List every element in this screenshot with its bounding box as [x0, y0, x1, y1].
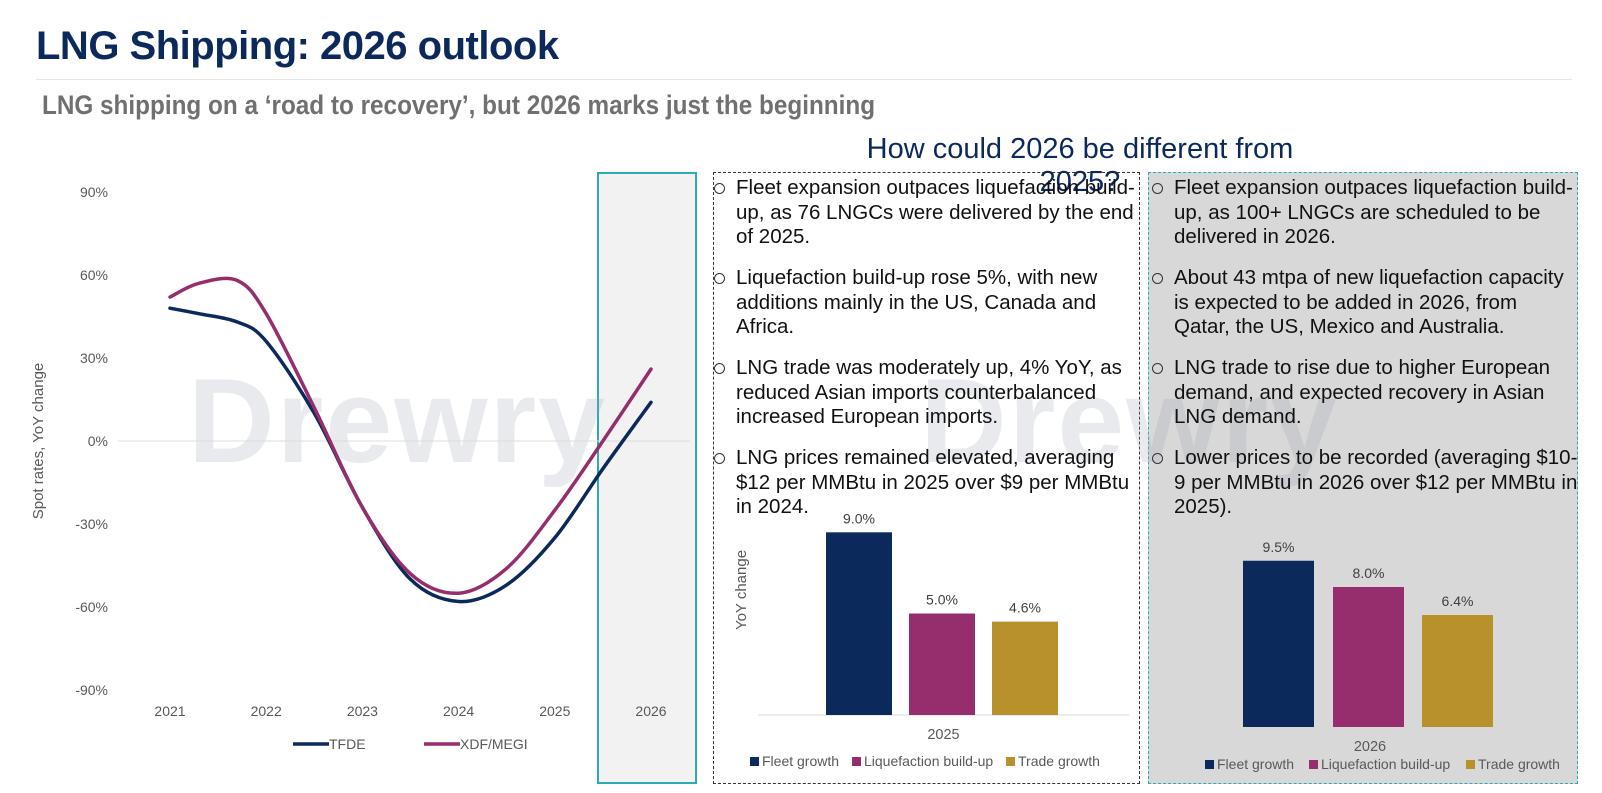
x-tick-label: 2022: [251, 703, 282, 719]
bullet-text: Lower prices to be recorded (averaging $…: [1174, 446, 1578, 518]
circle-bullet-icon: [1152, 453, 1163, 464]
legend-label: Liquefaction build-up: [864, 753, 993, 769]
x-category-label: 2026: [1354, 739, 1386, 755]
legend-label: Liquefaction build-up: [1321, 756, 1450, 772]
y-tick-label: -90%: [75, 682, 108, 698]
bullet-text: LNG prices remained elevated, averaging …: [736, 446, 1130, 518]
panel-2025-frame: [713, 172, 1140, 784]
legend-swatch: [852, 757, 861, 766]
bullet-item: LNG prices remained elevated, averaging …: [714, 446, 1144, 520]
y-tick-label: 90%: [80, 184, 108, 200]
bullet-item: LNG trade was moderately up, 4% YoY, as …: [714, 356, 1144, 430]
bullet-item: About 43 mtpa of new liquefaction capaci…: [1152, 266, 1578, 340]
data-label: 9.5%: [1263, 539, 1295, 555]
section-question: How could 2026 be different from 2025?: [866, 133, 1294, 198]
bullet-item: Lower prices to be recorded (averaging $…: [1152, 446, 1578, 520]
bar-liquefaction-build-up: [909, 613, 975, 715]
title-divider: [36, 79, 1572, 80]
page-title: LNG Shipping: 2026 outlook: [36, 24, 559, 68]
y-tick-label: 0%: [88, 433, 108, 449]
x-tick-label: 2024: [443, 703, 474, 719]
forecast-2026-highlight: [597, 172, 697, 784]
data-label: 8.0%: [1353, 565, 1385, 581]
bar-trade-growth: [1422, 615, 1493, 727]
legend-label: XDF/MEGI: [460, 736, 528, 752]
bullet-item: LNG trade to rise due to higher European…: [1152, 356, 1578, 430]
circle-bullet-icon: [714, 273, 725, 284]
series-line-xdf-megi: [168, 276, 653, 595]
x-tick-label: 2021: [154, 703, 185, 719]
circle-bullet-icon: [714, 363, 725, 374]
x-category-label: 2025: [927, 727, 959, 743]
circle-bullet-icon: [1152, 363, 1163, 374]
bullet-item: Fleet expansion outpaces liquefaction bu…: [1152, 176, 1578, 250]
circle-bullet-icon: [714, 453, 725, 464]
circle-bullet-icon: [714, 183, 725, 194]
bullet-text: Liquefaction build-up rose 5%, with new …: [736, 266, 1098, 338]
watermark-left: Drewry: [188, 354, 607, 488]
legend-swatch: [1205, 760, 1214, 769]
bullet-text: Fleet expansion outpaces liquefaction bu…: [1174, 176, 1573, 248]
bar-trade-growth: [992, 621, 1058, 715]
x-tick-label: 2023: [347, 703, 378, 719]
bar-fleet-growth: [1243, 560, 1314, 727]
legend-swatch: [1309, 760, 1318, 769]
bullet-text: Fleet expansion outpaces liquefaction bu…: [736, 176, 1135, 248]
legend-label: Fleet growth: [762, 753, 839, 769]
bullet-text: LNG trade was moderately up, 4% YoY, as …: [736, 356, 1122, 428]
x-tick-label: 2025: [539, 703, 570, 719]
data-label: 9.0%: [843, 510, 875, 526]
legend-label: Trade growth: [1018, 753, 1100, 769]
legend-swatch: [1466, 760, 1475, 769]
y-tick-label: -60%: [75, 599, 108, 615]
circle-bullet-icon: [1152, 183, 1163, 194]
bullet-text: About 43 mtpa of new liquefaction capaci…: [1174, 266, 1564, 338]
x-tick-label: 2026: [635, 703, 666, 719]
bullet-item: Fleet expansion outpaces liquefaction bu…: [714, 176, 1144, 250]
y-axis-title: Spot rates, YoY change: [30, 363, 47, 520]
data-label: 5.0%: [926, 592, 958, 608]
legend-label: Trade growth: [1478, 756, 1560, 772]
legend-label: TFDE: [329, 736, 366, 752]
y-tick-label: 30%: [80, 350, 108, 366]
y-tick-label: 60%: [80, 267, 108, 283]
data-label: 6.4%: [1442, 593, 1474, 609]
watermark-right: Drewry: [920, 354, 1339, 488]
data-label: 4.6%: [1009, 600, 1041, 616]
circle-bullet-icon: [1152, 273, 1163, 284]
panel-2025-bullets: Fleet expansion outpaces liquefaction bu…: [714, 176, 1144, 536]
legend-label: Fleet growth: [1217, 756, 1294, 772]
y-tick-label: -30%: [75, 516, 108, 532]
bar-fleet-growth: [826, 532, 892, 715]
bullet-text: LNG trade to rise due to higher European…: [1174, 356, 1551, 428]
panel-2026-bullets: Fleet expansion outpaces liquefaction bu…: [1152, 176, 1578, 536]
bar-liquefaction-build-up: [1333, 587, 1404, 727]
legend-swatch: [750, 757, 759, 766]
legend-swatch: [1006, 757, 1015, 766]
y-axis-title: YoY change: [733, 550, 750, 630]
page-subtitle: LNG shipping on a ‘road to recovery’, bu…: [42, 90, 876, 120]
bullet-item: Liquefaction build-up rose 5%, with new …: [714, 266, 1144, 340]
